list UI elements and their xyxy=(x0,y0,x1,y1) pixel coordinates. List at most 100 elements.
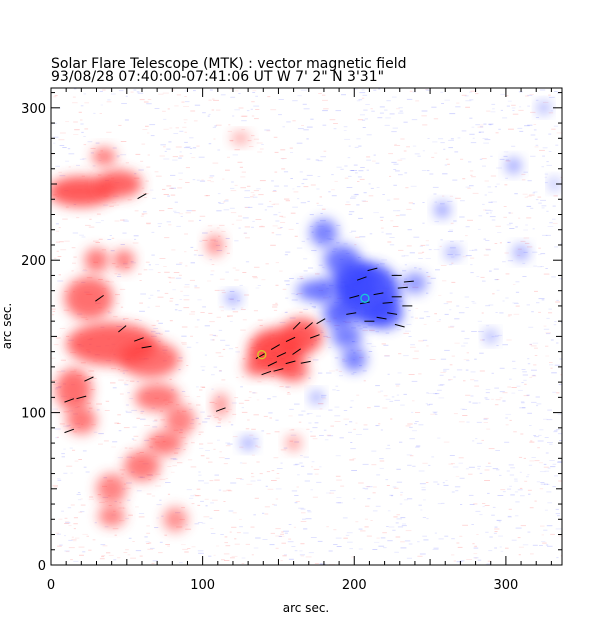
noise-speck xyxy=(543,463,547,465)
noise-speck xyxy=(527,105,531,107)
noise-speck xyxy=(103,204,109,206)
noise-speck xyxy=(294,502,298,504)
noise-speck xyxy=(472,543,475,545)
noise-speck xyxy=(469,117,473,119)
noise-speck xyxy=(529,344,532,346)
noise-speck xyxy=(314,473,319,475)
noise-speck xyxy=(406,98,413,100)
noise-speck xyxy=(329,370,335,372)
noise-speck xyxy=(435,269,440,271)
noise-speck xyxy=(303,308,309,310)
noise-speck xyxy=(235,269,240,271)
noise-speck xyxy=(234,543,240,545)
noise-speck xyxy=(245,261,250,263)
noise-speck xyxy=(207,415,211,417)
noise-speck xyxy=(58,518,63,520)
noise-speck xyxy=(281,158,285,160)
noise-speck xyxy=(506,470,510,472)
noise-speck xyxy=(205,450,210,451)
noise-speck xyxy=(517,489,523,491)
noise-speck xyxy=(423,499,426,501)
noise-speck xyxy=(544,483,548,485)
noise-speck xyxy=(530,553,534,555)
noise-speck xyxy=(375,425,380,426)
noise-speck xyxy=(234,184,238,186)
noise-speck xyxy=(199,219,202,221)
noise-speck xyxy=(496,279,500,280)
noise-speck xyxy=(367,407,371,409)
noise-speck xyxy=(470,174,473,176)
noise-speck xyxy=(116,155,120,157)
noise-speck xyxy=(71,270,74,272)
noise-speck xyxy=(321,396,326,398)
positive-polarity-region xyxy=(134,383,180,412)
noise-speck xyxy=(515,291,520,293)
noise-speck xyxy=(190,466,197,468)
noise-speck xyxy=(88,407,93,409)
noise-speck xyxy=(273,203,280,205)
noise-speck xyxy=(370,108,373,110)
noise-speck xyxy=(415,100,420,102)
noise-speck xyxy=(178,213,184,215)
noise-speck xyxy=(310,435,316,437)
noise-speck xyxy=(494,387,499,389)
noise-speck xyxy=(489,216,496,218)
noise-speck xyxy=(428,249,432,251)
noise-speck xyxy=(208,99,212,101)
noise-speck xyxy=(477,465,481,467)
noise-speck xyxy=(343,243,348,245)
noise-speck xyxy=(530,440,533,442)
noise-speck xyxy=(444,535,449,537)
noise-speck xyxy=(109,235,112,236)
noise-speck xyxy=(379,460,385,462)
noise-speck xyxy=(241,557,246,559)
noise-speck xyxy=(65,521,70,523)
noise-speck xyxy=(211,264,215,265)
noise-speck xyxy=(308,377,311,379)
field-vector xyxy=(76,395,87,400)
noise-speck xyxy=(493,532,497,534)
noise-speck xyxy=(119,288,126,290)
noise-speck xyxy=(209,334,214,336)
noise-speck xyxy=(346,532,353,534)
noise-speck xyxy=(375,331,379,333)
noise-speck xyxy=(505,297,509,299)
noise-speck xyxy=(377,391,381,393)
noise-speck xyxy=(335,385,339,387)
noise-speck xyxy=(542,147,548,149)
noise-speck xyxy=(389,237,395,238)
noise-speck xyxy=(536,481,540,483)
noise-speck xyxy=(229,139,234,141)
noise-speck xyxy=(543,325,547,327)
noise-speck xyxy=(465,235,468,237)
noise-speck xyxy=(253,547,259,549)
noise-speck xyxy=(53,142,56,144)
noise-speck xyxy=(175,146,182,148)
noise-speck xyxy=(307,413,313,414)
noise-speck xyxy=(251,554,254,556)
noise-speck xyxy=(232,267,236,269)
noise-speck xyxy=(248,146,254,147)
noise-speck xyxy=(298,414,304,416)
noise-speck xyxy=(184,90,187,92)
noise-speck xyxy=(222,490,227,492)
noise-speck xyxy=(324,439,329,441)
noise-speck xyxy=(272,396,277,398)
noise-speck xyxy=(419,553,426,555)
noise-speck xyxy=(368,324,373,326)
noise-speck xyxy=(158,340,161,342)
noise-speck xyxy=(243,532,249,534)
noise-speck xyxy=(499,242,502,244)
noise-speck xyxy=(126,487,132,489)
noise-speck xyxy=(547,442,553,443)
noise-speck xyxy=(483,254,489,256)
noise-speck xyxy=(521,173,526,175)
noise-speck xyxy=(251,101,255,103)
noise-speck xyxy=(189,137,194,139)
noise-speck xyxy=(328,191,331,193)
noise-speck xyxy=(427,276,431,278)
noise-speck xyxy=(220,534,224,535)
noise-speck xyxy=(449,113,456,115)
noise-speck xyxy=(76,493,81,495)
